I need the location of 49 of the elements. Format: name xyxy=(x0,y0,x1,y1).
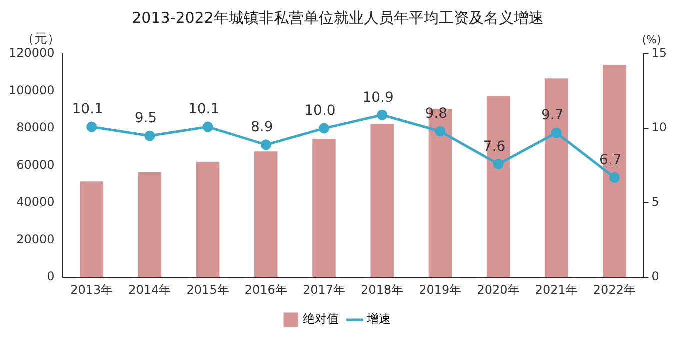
x-tick-label: 2021年 xyxy=(535,282,578,297)
data-label: 10.1 xyxy=(72,102,104,118)
y2-tick-label: 0 xyxy=(652,270,660,284)
bar xyxy=(80,182,104,278)
point xyxy=(260,140,272,150)
data-label: 8.9 xyxy=(251,120,274,136)
point xyxy=(609,172,620,183)
data-label: 10.1 xyxy=(188,102,220,118)
legend-label: 增速 xyxy=(366,312,391,326)
x-tick-label: 2020年 xyxy=(477,282,520,297)
x-tick-label: 2019年 xyxy=(419,282,462,297)
data-label: 10.0 xyxy=(304,103,336,120)
bar xyxy=(138,172,162,278)
bar xyxy=(196,162,220,278)
y2-tick-label: 15 xyxy=(652,46,668,60)
y-tick-label: 80000 xyxy=(16,120,55,135)
chart-title: 2013-2022年城镇非私营单位就业人员年平均工资及名义增速 xyxy=(132,8,544,27)
y-tick-label: 0 xyxy=(47,270,55,284)
bar xyxy=(370,124,394,278)
legend-label: 绝对值 xyxy=(303,312,339,326)
y-tick-label: 20000 xyxy=(16,232,55,246)
bar xyxy=(254,152,278,278)
bar xyxy=(312,139,336,278)
y-tick-label: 40000 xyxy=(16,195,55,210)
point xyxy=(377,110,388,120)
point xyxy=(144,130,156,142)
x-tick-label: 2014年 xyxy=(128,282,172,297)
point xyxy=(202,122,214,132)
x-tick-label: 2015年 xyxy=(186,282,230,297)
data-label: 10.9 xyxy=(362,90,394,106)
y-tick-label: 100000 xyxy=(8,83,55,98)
y-axis-title: （元） xyxy=(21,32,60,47)
y2-tick-label: 10 xyxy=(652,120,668,135)
point xyxy=(86,122,98,132)
x-tick-label: 2013年 xyxy=(70,282,114,297)
x-tick-label: 2017年 xyxy=(302,282,346,297)
y2-axis-title: (%) xyxy=(642,33,662,46)
x-tick-label: 2022年 xyxy=(593,282,636,297)
y-tick-label: 120000 xyxy=(8,46,55,60)
point xyxy=(493,159,504,170)
point xyxy=(435,126,446,137)
x-tick-label: 2018年 xyxy=(361,282,404,297)
point xyxy=(318,123,330,134)
y2-tick-label: 5 xyxy=(652,195,660,210)
x-tick-label: 2016年 xyxy=(244,282,288,297)
point xyxy=(551,128,562,138)
y-tick-label: 60000 xyxy=(16,158,55,172)
bar xyxy=(486,96,510,278)
data-label: 9.5 xyxy=(134,110,158,127)
